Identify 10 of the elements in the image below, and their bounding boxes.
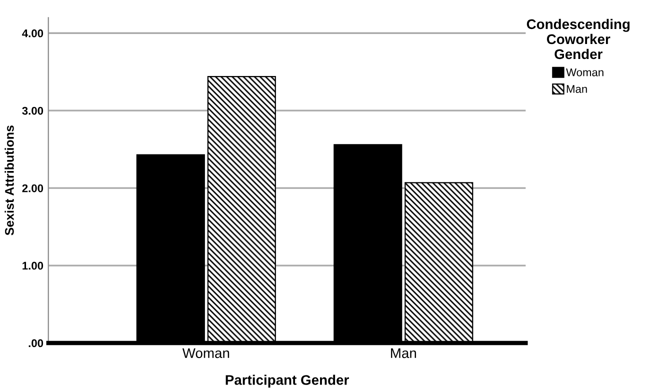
- legend-label: Man: [566, 85, 587, 93]
- y-tick-label: 3.00: [22, 106, 44, 115]
- y-tick-label: 4.00: [22, 29, 44, 38]
- y-axis-title: Sexist Attributions: [4, 126, 14, 236]
- y-tick-label: 2.00: [22, 184, 44, 192]
- x-axis-title: Participant Gender: [226, 374, 349, 388]
- y-tick-label: .00: [28, 339, 44, 348]
- legend-label: Woman: [566, 68, 604, 76]
- y-tick-label: 1.00: [22, 262, 44, 270]
- legend-title: Condescending Coworker Gender: [526, 18, 630, 60]
